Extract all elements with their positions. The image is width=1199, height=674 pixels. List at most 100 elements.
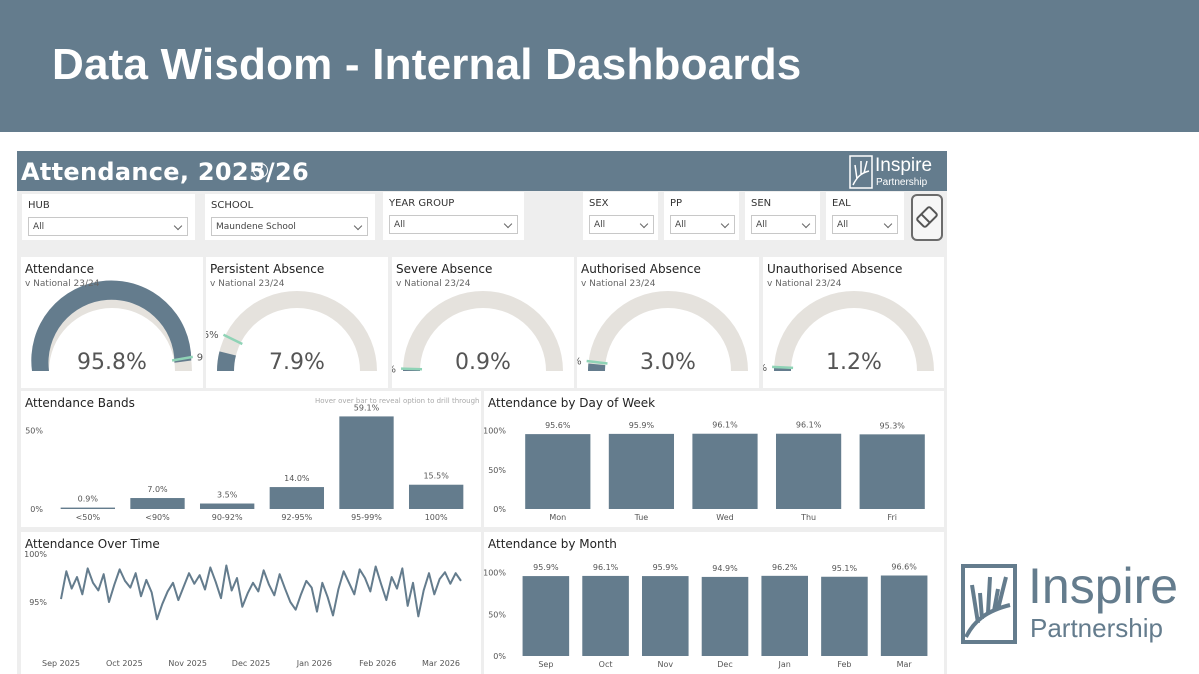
sen-dropdown-value: All [756,220,768,230]
gauge-target-marker [586,359,608,365]
gauge-target-marker [171,355,193,362]
bar [339,416,394,509]
bar-data-label: 7.0% [147,485,168,494]
slide-title: Data Wisdom - Internal Dashboards [52,40,802,89]
bar-data-label: 95.6% [545,421,571,430]
gauge-track [774,291,934,371]
clear-filters-button[interactable] [911,194,943,241]
gauge-fill [217,351,236,371]
header-logo-word: Inspire [875,155,933,176]
year-group-dropdown[interactable]: All [389,215,518,234]
pp-dropdown[interactable]: All [670,215,735,234]
bar [641,576,689,656]
gauge-authorised-absence: 3.0% 3.9% [556,291,748,375]
x-tick-label: <90% [145,513,170,522]
gauge-fill [588,363,606,371]
attendance-by-month-card: Attendance by Month 0% 50% 100% 95.9% Sep 96.… [483,532,944,674]
sex-dropdown-value: All [594,220,606,230]
x-tick-label: Oct [599,660,613,669]
x-tick-label: Sep 2025 [42,659,80,668]
chevron-down-icon [883,219,893,229]
attendance-over-time-card: Attendance Over Time 95% 100% Sep 2025 Oct … [21,532,481,674]
x-tick-label: Mar [897,660,913,669]
gauge-value: 0.9% [455,350,511,375]
slicer-eal-label: EAL [832,198,851,209]
gauge-target-marker [222,333,243,346]
gauge-target-label: 14.6% [206,330,219,341]
attendance-over-time-chart: 95% 100% Sep 2025 Oct 2025 Nov 2025 Dec 2025 J… [24,550,462,668]
gauge-target-label: 94.5% [197,353,203,364]
bar-data-label: 59.1% [354,403,380,412]
y-tick-label: 0% [493,505,506,514]
dashboard-header: Attendance, 2025/26 ? Inspire Partnershi… [17,151,947,191]
x-tick-label: Feb [837,660,851,669]
sen-dropdown[interactable]: All [751,215,816,234]
chart-title: Attendance by Month [488,537,617,551]
slicer-year-group: YEAR GROUP All [383,192,524,240]
bar-data-label: 3.5% [217,491,238,500]
gauge-target-label: 1.6% [763,363,767,374]
hub-dropdown[interactable]: All [28,217,188,236]
slicer-pp: PP All [664,192,739,240]
help-icon[interactable]: ? [253,163,268,178]
chevron-down-icon [353,221,363,231]
bar [522,576,570,656]
gauge-title: Severe Absence [396,262,493,276]
eal-dropdown[interactable]: All [832,215,898,234]
gauge-title: Authorised Absence [581,262,701,276]
slicer-pp-label: PP [670,198,683,209]
x-tick-label: Jan 2026 [296,659,332,668]
y-tick-label: 50% [25,427,43,436]
dashboard-panel: Attendance, 2025/26 ? Inspire Partnershi… [17,151,947,674]
slicer-hub: HUB All [22,194,195,240]
bar [60,507,116,509]
gauge-persistent-absence: 7.9% 14.6% [187,291,377,375]
logo-sub: Partnership [1030,613,1163,643]
gauge-subtitle: v National 23/24 [25,279,100,289]
header-logo: Inspire Partnership [849,155,939,189]
school-dropdown[interactable]: Maundene School [211,217,368,236]
x-tick-label: Dec [717,660,732,669]
gauge-track [588,291,748,371]
attendance-bands-chart: 0% 50% 0.9% <50% 7.0% <90% 3.5% 90-92% 14.0% 92-9… [25,403,464,522]
x-tick-label: Mon [549,513,566,522]
bar [269,487,325,509]
gauge-card-unauthorised-absence: Unauthorised Absence v National 23/24 1.… [742,257,944,388]
gauge-fill [31,280,192,371]
x-tick-label: <50% [76,513,101,522]
sex-dropdown[interactable]: All [589,215,654,234]
bar [408,484,464,509]
year-group-dropdown-value: All [394,220,406,230]
x-tick-label: Feb 2026 [359,659,396,668]
x-tick-label: Fri [887,513,897,522]
slicer-school-label: SCHOOL [211,200,254,211]
bar-data-label: 96.1% [712,421,738,430]
y-tick-label: 100% [484,427,506,436]
title-banner: Data Wisdom - Internal Dashboards [0,0,1199,132]
gauge-title: Attendance [25,262,94,276]
gauge-target-label: 0.9% [392,365,396,376]
bar [880,575,928,656]
x-tick-label: 100% [425,513,448,522]
y-tick-label: 50% [488,466,506,475]
gauge-value: 95.8% [77,350,147,375]
x-tick-label: Mar 2026 [422,659,460,668]
slicer-year-group-label: YEAR GROUP [389,198,455,209]
chevron-down-icon [639,219,649,229]
chart-title: Attendance Over Time [25,537,160,551]
attendance-bands-card: Attendance Bands Hover over bar to revea… [21,391,481,527]
gauge-target-marker [400,367,423,371]
day-of-week-chart: 0% 50% 100% 95.6% Mon 95.9% Tue 96.1% Wed 96.1% Th… [483,421,925,522]
tree-logo-icon [961,564,1017,644]
gauge-target-label: 3.9% [577,357,582,368]
bar [608,433,675,509]
chart-title: Attendance Bands [25,396,135,410]
x-tick-label: Sep [538,660,553,669]
header-logo-sub: Partnership [876,177,928,188]
bar [821,576,868,656]
gauge-title: Persistent Absence [210,262,325,276]
gauge-card-severe-absence: Severe Absence v National 23/24 0.9% 0.9% [371,257,574,388]
bar-data-label: 95.3% [879,421,905,430]
chevron-down-icon [503,219,513,229]
gauge-subtitle: v National 23/24 [210,279,285,289]
